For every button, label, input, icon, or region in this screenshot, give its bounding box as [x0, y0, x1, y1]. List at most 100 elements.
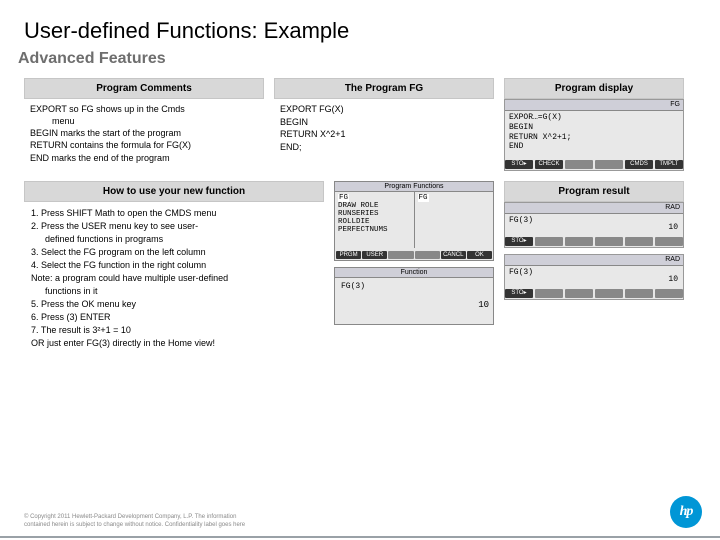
- page-title: User-defined Functions: Example: [24, 18, 696, 44]
- softkey: OK: [467, 251, 492, 259]
- result-softkeys: STO▸: [505, 237, 683, 246]
- softkey: [625, 289, 653, 298]
- row-1: Program Comments EXPORT so FG shows up i…: [24, 78, 696, 171]
- editor-line: EXPOR…=G(X): [509, 113, 679, 123]
- function-popup-title: Function: [335, 268, 493, 278]
- code-line: EXPORT FG(X): [280, 103, 488, 116]
- mode-indicator: RAD: [665, 256, 680, 264]
- calc-answer: 10: [668, 275, 678, 285]
- list-item: DRAW ROLE: [338, 202, 411, 210]
- home-result-screenshot: RAD FG(3) 10 STO▸: [504, 254, 684, 300]
- comment-line: RETURN contains the formula for FG(X): [30, 139, 258, 151]
- calculator-editor-screenshot: FG EXPOR…=G(X) BEGIN RETURN X^2+1; END S…: [504, 99, 684, 171]
- step-line: functions in it: [31, 285, 317, 298]
- program-functions-screenshot: Program Functions FG DRAW ROLE RUNSERIES…: [334, 181, 494, 261]
- softkey: STO▸: [505, 160, 533, 169]
- editor-line: END: [509, 142, 679, 152]
- program-list-left: FG DRAW ROLE RUNSERIES ROLLDIE PERFECTNU…: [335, 192, 415, 248]
- code-line: BEGIN: [280, 116, 488, 129]
- calc-answer: 10: [668, 223, 678, 233]
- copyright-line-2: contained herein is subject to change wi…: [24, 522, 660, 530]
- code-line: END;: [280, 141, 488, 154]
- home-result-screenshot: RAD FG(3) 10 STO▸: [504, 202, 684, 248]
- program-result-header: Program result: [504, 181, 684, 202]
- comment-line: EXPORT so FG shows up in the Cmds: [30, 103, 258, 115]
- softkey: [415, 251, 440, 259]
- row-2: How to use your new function 1. Press SH…: [24, 181, 696, 356]
- copyright-line-1: © Copyright 2011 Hewlett-Packard Develop…: [24, 514, 660, 522]
- softkey: [535, 237, 563, 246]
- program-fg-code: EXPORT FG(X) BEGIN RETURN X^2+1 END;: [274, 99, 494, 157]
- step-line: defined functions in programs: [31, 233, 317, 246]
- softkey: [565, 289, 593, 298]
- softkey: [595, 237, 623, 246]
- comment-line: END marks the end of the program: [30, 152, 258, 164]
- softkey: [535, 289, 563, 298]
- softkey: PRGM: [336, 251, 361, 259]
- softkey: [565, 160, 593, 169]
- editor-softkeys: STO▸ CHECK CMDS TMPLT: [505, 160, 683, 169]
- softkey: CHECK: [535, 160, 563, 169]
- comment-line: BEGIN marks the start of the program: [30, 127, 258, 139]
- howto-column: How to use your new function 1. Press SH…: [24, 181, 324, 356]
- step-line: 2. Press the USER menu key to see user-: [31, 220, 317, 233]
- function-popup-result: 10: [478, 300, 489, 310]
- program-display-column: Program display FG EXPOR…=G(X) BEGIN RET…: [504, 78, 684, 171]
- softkey: USER: [362, 251, 387, 259]
- hp-logo: hp: [670, 496, 702, 528]
- comment-line: menu: [30, 115, 258, 127]
- editor-line: BEGIN: [509, 123, 679, 133]
- bottom-rule: [0, 536, 720, 538]
- calc-line: FG(3): [509, 268, 679, 278]
- slide: User-defined Functions: Example Advanced…: [0, 0, 720, 364]
- step-line: Note: a program could have multiple user…: [31, 272, 317, 285]
- program-fg-header: The Program FG: [274, 78, 494, 99]
- calc-line: FG(3): [509, 216, 679, 226]
- softkey: STO▸: [505, 237, 533, 246]
- program-comments-column: Program Comments EXPORT so FG shows up i…: [24, 78, 264, 171]
- code-line: RETURN X^2+1: [280, 128, 488, 141]
- softkey: CANCL: [441, 251, 466, 259]
- step-line: 7. The result is 3²+1 = 10: [31, 324, 317, 337]
- softkey: TMPLT: [655, 160, 683, 169]
- editor-topbar: FG: [505, 100, 683, 111]
- softkey: STO▸: [505, 289, 533, 298]
- program-result-column: Program result RAD FG(3) 10 STO▸: [504, 181, 684, 306]
- softkey: [655, 237, 683, 246]
- result-topbar: RAD: [505, 203, 683, 214]
- program-display-header: Program display: [504, 78, 684, 99]
- program-comments-body: EXPORT so FG shows up in the Cmds menu B…: [24, 99, 264, 170]
- step-line: OR just enter FG(3) directly in the Home…: [31, 337, 317, 350]
- program-fg-column: The Program FG EXPORT FG(X) BEGIN RETURN…: [274, 78, 494, 171]
- softkey: [565, 237, 593, 246]
- middle-screens-column: Program Functions FG DRAW ROLE RUNSERIES…: [334, 181, 494, 325]
- softkey: [595, 160, 623, 169]
- topbar-right: FG: [670, 101, 680, 109]
- function-popup-screenshot: Function FG(3) 10: [334, 267, 494, 325]
- list-item: FG: [338, 194, 411, 202]
- list-item: RUNSERIES: [338, 210, 411, 218]
- softkey: [595, 289, 623, 298]
- footer: © Copyright 2011 Hewlett-Packard Develop…: [24, 514, 660, 530]
- list-item: FG: [418, 194, 491, 202]
- calc-input: FG(3): [509, 268, 533, 278]
- mode-indicator: RAD: [665, 204, 680, 212]
- program-functions-title: Program Functions: [335, 182, 493, 192]
- howto-header: How to use your new function: [24, 181, 324, 202]
- result-screens: RAD FG(3) 10 STO▸: [504, 202, 684, 300]
- softkey: [625, 237, 653, 246]
- function-popup-body: FG(3): [335, 278, 493, 295]
- subtitle: Advanced Features: [18, 50, 696, 68]
- program-functions-softkeys: PRGM USER CANCL OK: [336, 251, 492, 259]
- softkey: CMDS: [625, 160, 653, 169]
- editor-line: RETURN X^2+1;: [509, 133, 679, 143]
- program-comments-header: Program Comments: [24, 78, 264, 99]
- softkey: [655, 289, 683, 298]
- list-item: ROLLDIE: [338, 218, 411, 226]
- step-line: 3. Select the FG program on the left col…: [31, 246, 317, 259]
- step-line: 5. Press the OK menu key: [31, 298, 317, 311]
- list-item: PERFECTNUMS: [338, 226, 411, 234]
- hp-logo-text: hp: [680, 504, 693, 520]
- result-softkeys: STO▸: [505, 289, 683, 298]
- calc-input: FG(3): [509, 216, 533, 226]
